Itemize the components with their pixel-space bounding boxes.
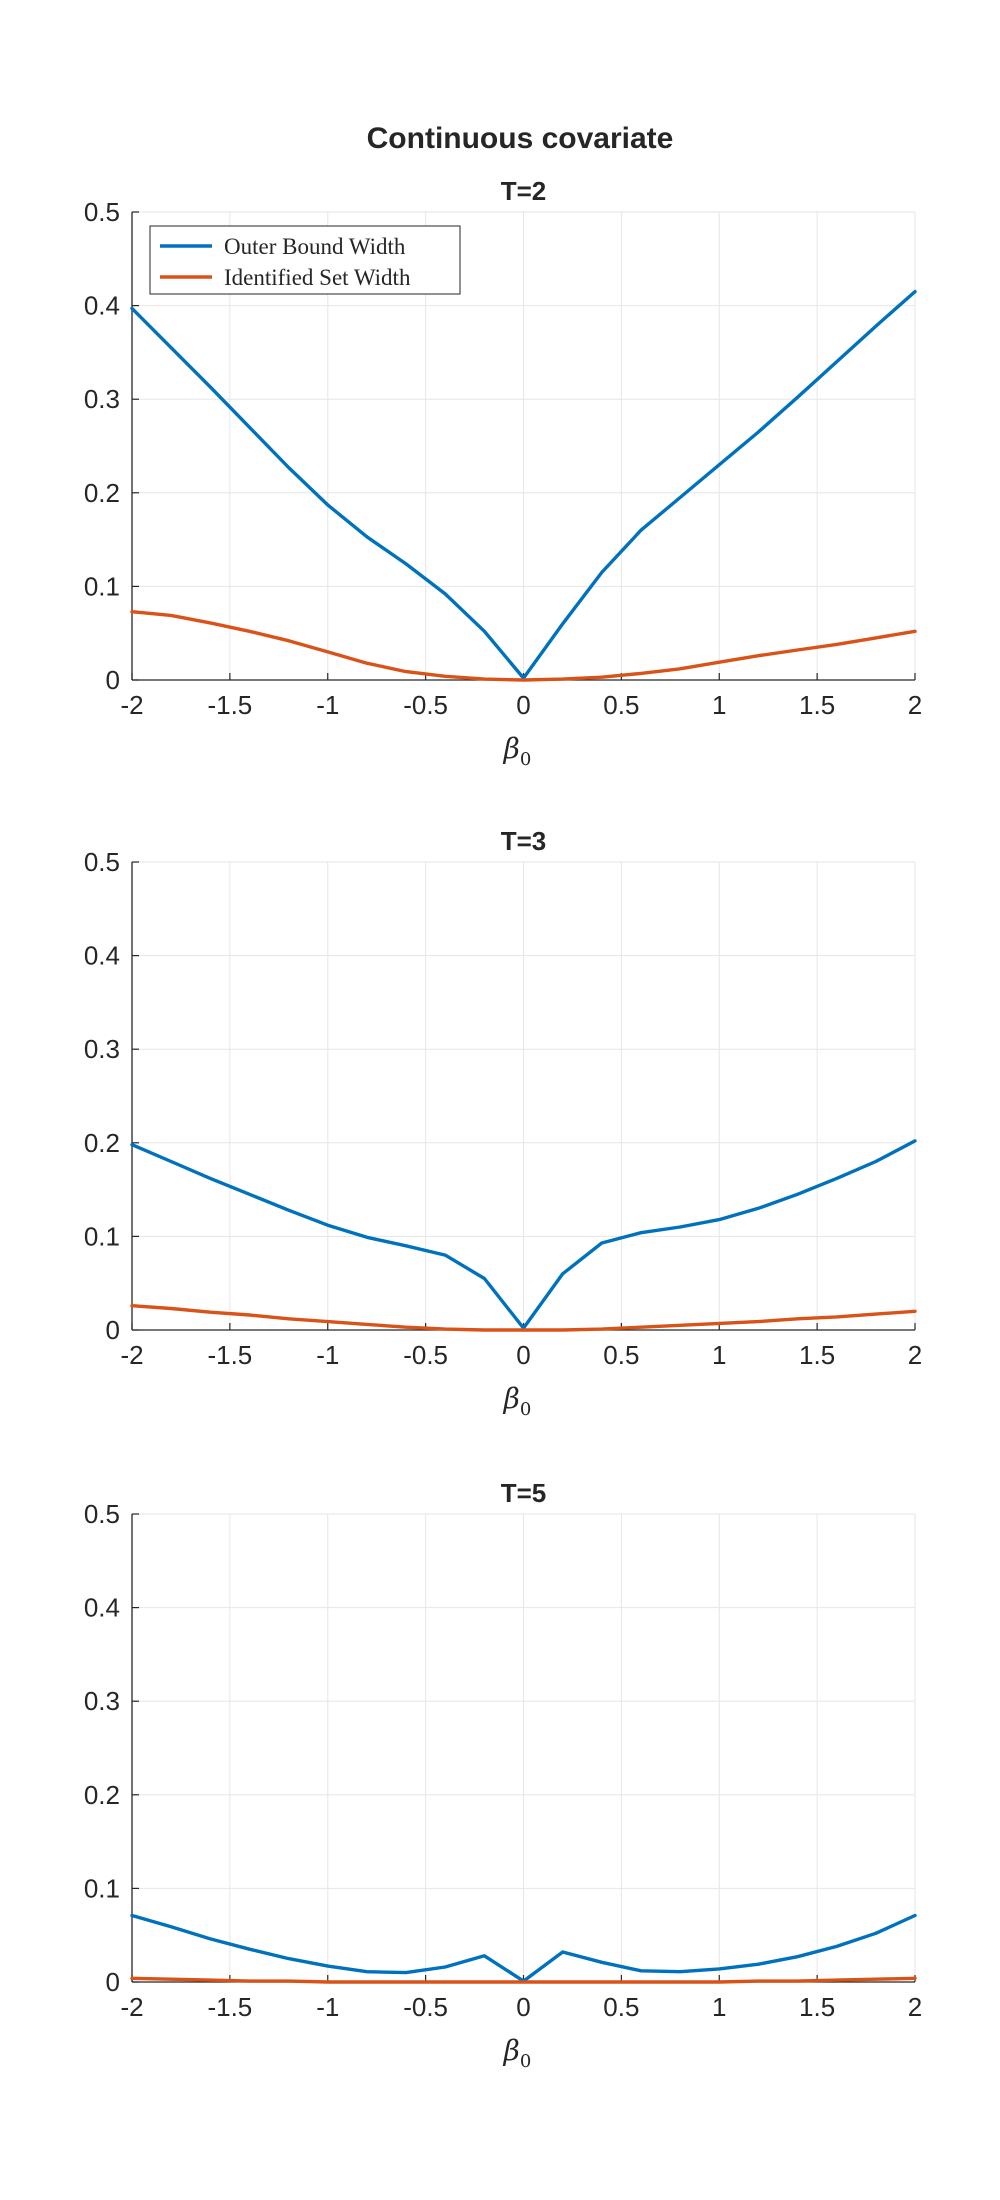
y-tick-label: 0.1 — [84, 1221, 120, 1251]
subplot-title: T=3 — [501, 826, 547, 856]
y-tick-label: 0.2 — [84, 1128, 120, 1158]
x-tick-label: -1 — [316, 690, 339, 720]
legend: Outer Bound Width Identified Set Width — [149, 225, 461, 295]
x-tick-label: 1.5 — [799, 1340, 835, 1370]
figure-title: Continuous covariate — [367, 122, 674, 155]
series-line-identified-set-width — [130, 1976, 917, 1984]
subplot-title: T=2 — [501, 176, 547, 206]
x-tick-label: 2 — [908, 690, 922, 720]
subplot-title: T=5 — [501, 1478, 547, 1508]
y-tick-label: 0.1 — [84, 1873, 120, 1903]
x-tick-label: -1.5 — [207, 1992, 252, 2022]
series-line-outer-bound-width — [130, 1139, 917, 1330]
y-tick-label: 0.5 — [84, 197, 120, 227]
x-tick-label: 1 — [712, 1992, 726, 2022]
y-tick-label: 0.4 — [84, 941, 120, 971]
x-tick-label: -1 — [316, 1992, 339, 2022]
x-tick-label: -1 — [316, 1340, 339, 1370]
x-tick-label: -0.5 — [403, 1340, 448, 1370]
x-tick-label: 0 — [516, 1340, 530, 1370]
y-tick-label: 0 — [106, 1315, 120, 1345]
series-line-identified-set-width — [130, 1303, 917, 1332]
y-tick-label: 0.2 — [84, 1780, 120, 1810]
y-tick-label: 0.3 — [84, 1034, 120, 1064]
x-axis-label: β0 — [503, 2034, 532, 2072]
subplots: T=2 -2 -1.5 -1 -0.5 0 0.5 1 1.5 2 0 0.1 0.2 0.3 0.4 0.5… — [84, 176, 922, 2072]
x-tick-label: -2 — [120, 1992, 143, 2022]
y-tick-label: 0.4 — [84, 1593, 120, 1623]
x-tick-label: 0 — [516, 690, 530, 720]
y-tick-label: 0.5 — [84, 847, 120, 877]
y-tick-label: 0.3 — [84, 384, 120, 414]
x-tick-label: 1 — [712, 690, 726, 720]
subplot-1: T=3 -2 -1.5 -1 -0.5 0 0.5 1 1.5 2 0 0.1 0.2 0.3 0.4 0.5… — [84, 826, 922, 1420]
y-tick-label: 0.5 — [84, 1499, 120, 1529]
y-tick-label: 0.1 — [84, 571, 120, 601]
x-tick-label: 2 — [908, 1340, 922, 1370]
subplot-2: T=5 -2 -1.5 -1 -0.5 0 0.5 1 1.5 2 0 0.1 0.2 0.3 0.4 0.5… — [84, 1478, 922, 2072]
x-tick-label: 1 — [712, 1340, 726, 1370]
legend-entry-label: Identified Set Width — [224, 265, 411, 290]
x-tick-label: 0.5 — [603, 690, 639, 720]
subplot-0: T=2 -2 -1.5 -1 -0.5 0 0.5 1 1.5 2 0 0.1 0.2 0.3 0.4 0.5… — [84, 176, 922, 770]
y-tick-label: 0 — [106, 665, 120, 695]
x-tick-label: 0.5 — [603, 1992, 639, 2022]
x-tick-label: -2 — [120, 690, 143, 720]
x-tick-label: 1.5 — [799, 690, 835, 720]
y-tick-label: 0.2 — [84, 478, 120, 508]
x-tick-label: 1.5 — [799, 1992, 835, 2022]
x-tick-label: -0.5 — [403, 1992, 448, 2022]
legend-entry-label: Outer Bound Width — [224, 234, 406, 259]
x-tick-label: -1.5 — [207, 690, 252, 720]
legend-box — [149, 225, 461, 295]
x-tick-label: 0 — [516, 1992, 530, 2022]
y-tick-label: 0 — [106, 1967, 120, 1997]
x-axis-label: β0 — [503, 1382, 532, 1420]
x-axis-label: β0 — [503, 732, 532, 770]
x-tick-label: -0.5 — [403, 690, 448, 720]
y-tick-label: 0.4 — [84, 291, 120, 321]
series-line-identified-set-width — [130, 610, 917, 682]
x-tick-label: 2 — [908, 1992, 922, 2022]
x-tick-label: -1.5 — [207, 1340, 252, 1370]
y-tick-label: 0.3 — [84, 1686, 120, 1716]
series-line-outer-bound-width — [130, 289, 917, 680]
x-tick-label: -2 — [120, 1340, 143, 1370]
x-tick-label: 0.5 — [603, 1340, 639, 1370]
